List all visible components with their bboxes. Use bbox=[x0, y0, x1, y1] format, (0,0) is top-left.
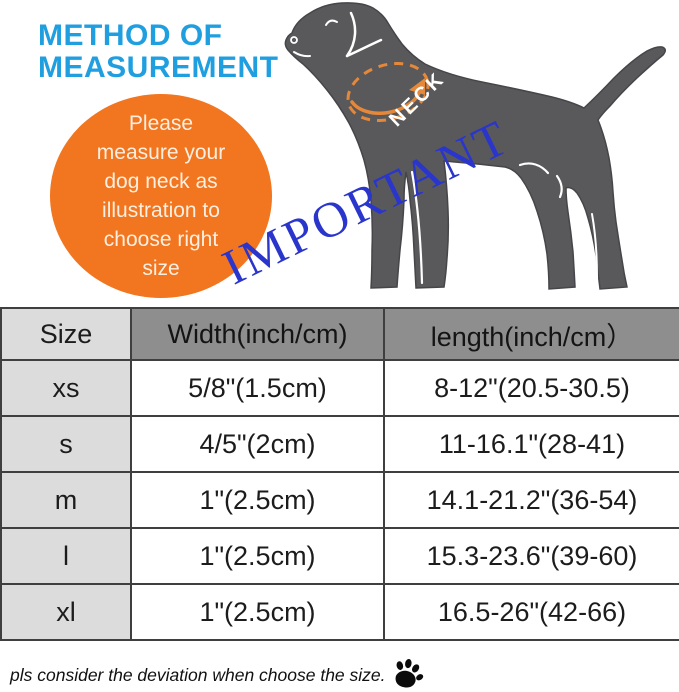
size-cell: s bbox=[0, 415, 132, 473]
length-cell: 8-12"(20.5-30.5) bbox=[383, 359, 679, 417]
length-cell: 15.3-23.6"(39-60) bbox=[383, 527, 679, 585]
neck-measure-ellipse bbox=[346, 62, 430, 122]
width-cell: 5/8"(1.5cm) bbox=[130, 359, 385, 417]
table-row: xl 1"(2.5cm) 16.5-26"(42-66) bbox=[0, 583, 679, 641]
length-cell: 11-16.1"(28-41) bbox=[383, 415, 679, 473]
eye-mark bbox=[325, 19, 338, 26]
length-col-header: length(inch/cm） bbox=[383, 307, 679, 361]
neck-measure-arc bbox=[350, 89, 422, 115]
length-cell: 16.5-26"(42-66) bbox=[383, 583, 679, 641]
table-row: m 1"(2.5cm) 14.1-21.2"(36-54) bbox=[0, 471, 679, 529]
width-col-header: Width(inch/cm) bbox=[130, 307, 385, 361]
note-line: size bbox=[142, 257, 180, 280]
header-row: Size Width(inch/cm) length(inch/cm） bbox=[0, 307, 679, 361]
rear-leg-highlight bbox=[591, 213, 598, 279]
mouth-line bbox=[293, 51, 311, 58]
ear-highlight bbox=[345, 11, 383, 58]
size-col-header: Size bbox=[0, 307, 132, 361]
thigh-highlight bbox=[518, 162, 563, 199]
size-cell: m bbox=[0, 471, 132, 529]
note-line: Please bbox=[128, 112, 194, 135]
page-title: METHOD OF MEASUREMENT bbox=[38, 20, 279, 84]
footer: pls consider the deviation when choose t… bbox=[10, 659, 425, 692]
footer-note: pls consider the deviation when choose t… bbox=[10, 665, 386, 685]
title-line-2: MEASUREMENT bbox=[38, 51, 279, 84]
measure-note-circle: Please measure your dog neck as illustra… bbox=[50, 94, 272, 298]
size-cell: xs bbox=[0, 359, 132, 417]
width-cell: 1"(2.5cm) bbox=[130, 527, 385, 585]
size-cell: xl bbox=[0, 583, 132, 641]
dog-silhouette bbox=[284, 2, 666, 290]
length-cell: 14.1-21.2"(36-54) bbox=[383, 471, 679, 529]
table-row: l 1"(2.5cm) 15.3-23.6"(39-60) bbox=[0, 527, 679, 585]
width-cell: 1"(2.5cm) bbox=[130, 471, 385, 529]
note-line: choose right bbox=[103, 228, 219, 251]
front-leg-highlight bbox=[410, 170, 424, 285]
table-row: s 4/5"(2cm) 11-16.1"(28-41) bbox=[0, 415, 679, 473]
note-line: illustration to bbox=[102, 199, 220, 222]
note-line: dog neck as bbox=[104, 170, 218, 193]
size-table: Size Width(inch/cm) length(inch/cm） xs 5… bbox=[0, 307, 679, 641]
table-row: xs 5/8"(1.5cm) 8-12"(20.5-30.5) bbox=[0, 359, 679, 417]
note-line: measure your bbox=[96, 141, 226, 164]
width-cell: 4/5"(2cm) bbox=[130, 415, 385, 473]
size-cell: l bbox=[0, 527, 132, 585]
measure-arrow-icon bbox=[409, 78, 425, 95]
title-line-1: METHOD OF bbox=[38, 19, 223, 52]
paw-icon bbox=[389, 656, 425, 692]
dog-illustration bbox=[284, 2, 666, 290]
nose-mark bbox=[290, 36, 298, 44]
width-cell: 1"(2.5cm) bbox=[130, 583, 385, 641]
